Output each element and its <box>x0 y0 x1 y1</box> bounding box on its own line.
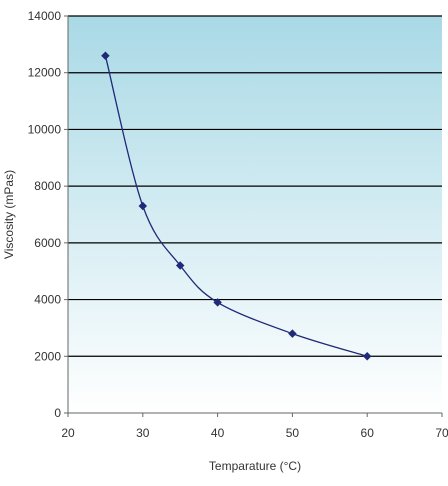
axes <box>64 15 443 417</box>
x-tick-label-0: 20 <box>61 426 75 440</box>
x-tick-label-5: 70 <box>435 426 448 440</box>
y-tick-label-2: 4000 <box>34 293 61 307</box>
data-point-0 <box>101 51 110 60</box>
data-series <box>101 51 372 361</box>
plot-area <box>68 16 442 413</box>
y-tick-label-3: 6000 <box>34 236 61 250</box>
x-tick-label-3: 50 <box>286 426 300 440</box>
data-point-3 <box>213 298 222 307</box>
y-tick-label-5: 10000 <box>28 122 62 136</box>
y-tick-label-6: 12000 <box>28 66 62 80</box>
x-tick-label-2: 40 <box>211 426 225 440</box>
data-point-4 <box>288 329 297 338</box>
data-point-1 <box>138 201 148 211</box>
x-tick-label-1: 30 <box>136 426 150 440</box>
x-tick-label-4: 60 <box>361 426 375 440</box>
y-tick-label-1: 2000 <box>34 349 61 363</box>
tick-labels: 0 2000 4000 6000 8000 10000 12000 14000 20 30 40 50… <box>28 9 448 440</box>
y-tick-label-4: 8000 <box>34 179 61 193</box>
y-tick-label-7: 14000 <box>28 9 62 23</box>
x-axis-title: Temparature (°C) <box>209 459 301 473</box>
gridlines <box>68 15 442 357</box>
y-tick-label-0: 0 <box>54 406 61 420</box>
data-point-5 <box>362 352 372 361</box>
data-point-2 <box>175 261 185 270</box>
y-axis-title: Viscosity (mPas) <box>2 170 16 259</box>
